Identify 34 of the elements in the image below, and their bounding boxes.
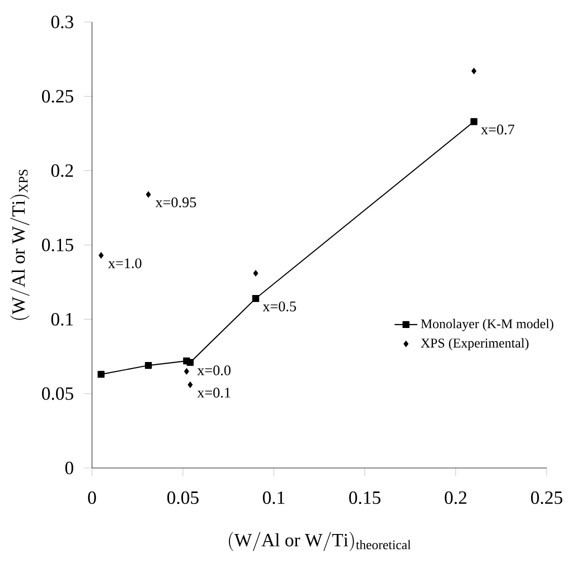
point	[98, 252, 104, 259]
annotation: x=0.0	[197, 365, 231, 376]
annotation: x=0.7	[480, 124, 514, 134]
point	[470, 118, 478, 126]
y-axis-title: $\mathrm{(W/Al\ or\ W/Ti)_{XPS}}$	[10, 170, 30, 320]
y-tick-label: 0.25	[42, 90, 74, 103]
point	[253, 270, 258, 276]
legend-label: XPS (Experimental)	[420, 338, 528, 350]
y-tick-label: 0.15	[42, 238, 74, 252]
point	[252, 295, 260, 302]
y-tick-label: 0	[65, 462, 74, 474]
x-tick-label: 0.05	[167, 491, 199, 504]
y-tick-label: 0.05	[42, 387, 74, 400]
annotation: x=1.0	[108, 258, 142, 268]
point	[146, 191, 151, 198]
annotation: x=0.1	[197, 388, 230, 398]
point	[144, 362, 152, 369]
x-tick-label: 0.25	[531, 491, 562, 504]
point	[188, 382, 193, 388]
y-tick-label: 0.1	[51, 312, 73, 326]
y-tick-label: 0.3	[51, 16, 74, 28]
y-tick-label: 0.2	[51, 164, 73, 178]
legend-label: Monolayer (K-M model)	[420, 318, 554, 332]
annotation: x=0.95	[155, 197, 196, 208]
x-axis-title: $\mathrm{(W/Al\ or\ W/Ti)_{theoretical}}$	[228, 532, 411, 552]
x-tick-label: 0.1	[262, 491, 284, 504]
x-tick-label: 0	[88, 491, 96, 504]
point	[98, 370, 105, 378]
annotation: x=0.5	[262, 301, 296, 312]
point	[184, 368, 190, 375]
x-tick-label: 0.15	[349, 491, 380, 504]
x-tick-label: 0.2	[444, 491, 466, 504]
point	[471, 68, 476, 74]
point	[186, 358, 194, 366]
